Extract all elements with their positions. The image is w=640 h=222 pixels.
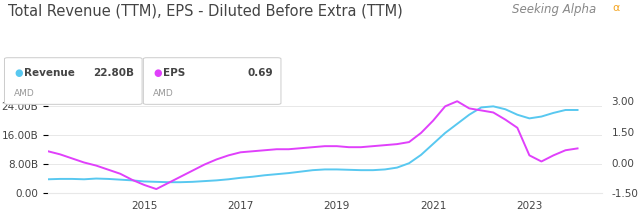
Text: α: α <box>612 3 620 13</box>
Text: Total Revenue (TTM), EPS - Diluted Before Extra (TTM): Total Revenue (TTM), EPS - Diluted Befor… <box>8 3 403 18</box>
Text: Seeking Alpha: Seeking Alpha <box>512 3 596 16</box>
Text: AMD: AMD <box>14 89 35 98</box>
Text: EPS: EPS <box>163 68 186 78</box>
Text: 0.69: 0.69 <box>247 68 273 78</box>
Text: 22.80B: 22.80B <box>93 68 134 78</box>
Text: ●: ● <box>14 68 22 78</box>
Text: AMD: AMD <box>153 89 173 98</box>
Text: Revenue: Revenue <box>24 68 75 78</box>
Text: ●: ● <box>153 68 161 78</box>
